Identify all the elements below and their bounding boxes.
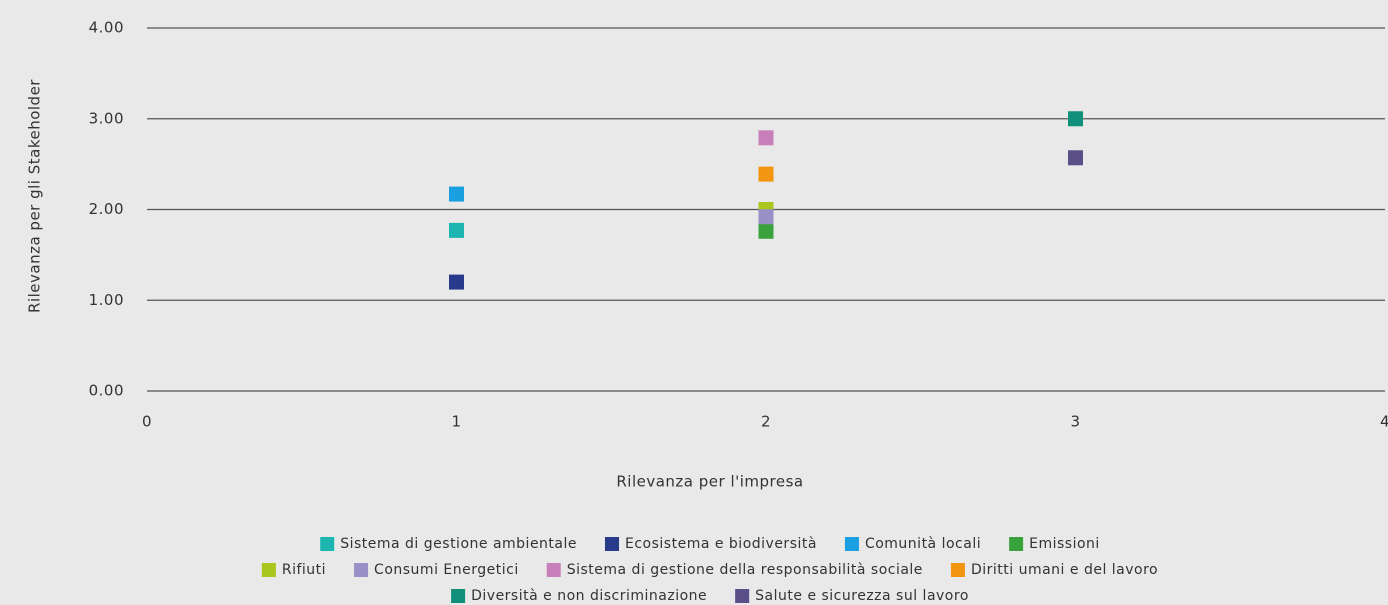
y-tick-label: 4.00 — [89, 19, 124, 37]
point — [1068, 150, 1083, 166]
legend-swatch — [546, 563, 561, 577]
y-tick-label: 0.00 — [89, 382, 124, 400]
point — [758, 166, 774, 182]
y-axis-label: Rilevanza per gli Stakeholder — [26, 79, 44, 313]
legend-label: Diversità e non discriminazione — [471, 588, 707, 604]
x-tick-label: 1 — [451, 413, 461, 431]
legend-label: Consumi Energetici — [374, 562, 519, 578]
x-tick-label: 3 — [1070, 413, 1080, 431]
point — [758, 223, 774, 239]
legend-swatch — [354, 563, 369, 577]
y-tick-label: 1.00 — [89, 291, 124, 309]
legend-label: Comunità locali — [865, 536, 981, 552]
legend-label: Salute e sicurezza sul lavoro — [755, 588, 969, 604]
legend-label: Sistema di gestione ambientale — [340, 536, 577, 552]
x-tick-label: 4 — [1380, 413, 1388, 431]
legend-swatch — [605, 537, 619, 551]
point — [449, 222, 464, 238]
legend-label: Rifiuti — [282, 562, 326, 578]
legend-label: Sistema di gestione della responsabilità… — [567, 562, 923, 578]
y-tick-label: 3.00 — [89, 109, 124, 127]
point — [758, 209, 774, 225]
legend-label: Diritti umani e del lavoro — [971, 562, 1158, 578]
legend-swatch — [950, 563, 965, 577]
legend-swatch — [1009, 537, 1024, 551]
y-tick-label: 2.00 — [89, 200, 124, 218]
x-tick-label: 0 — [142, 413, 152, 431]
legend-label: Emissioni — [1029, 536, 1100, 552]
legend-swatch — [844, 537, 859, 551]
legend-swatch — [451, 589, 466, 603]
legend-swatch — [735, 589, 750, 603]
point — [1068, 111, 1083, 127]
legend-label: Ecosistema e biodiversità — [625, 536, 817, 552]
point — [758, 130, 774, 146]
legend-swatch — [261, 563, 276, 577]
x-tick-label: 2 — [761, 413, 771, 431]
legend-swatch — [320, 537, 335, 551]
point — [449, 274, 464, 290]
point — [449, 186, 464, 202]
x-axis-label: Rilevanza per l'impresa — [616, 473, 803, 491]
